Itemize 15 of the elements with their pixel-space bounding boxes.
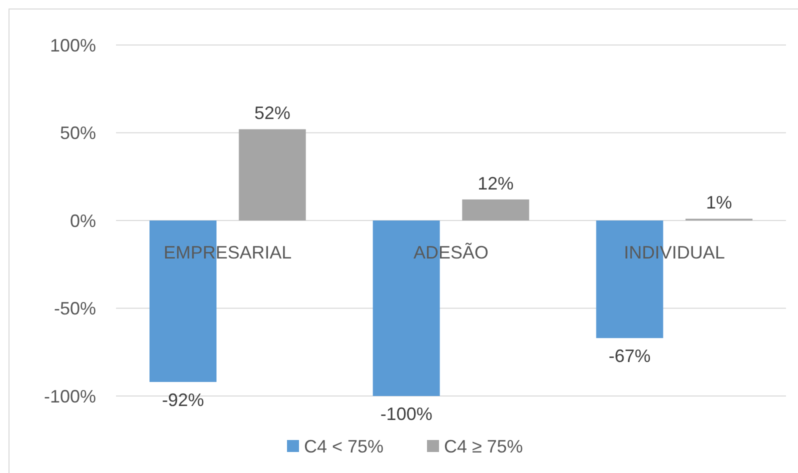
bar	[462, 199, 530, 220]
bar	[238, 129, 306, 220]
legend-label: C4 < 75%	[304, 436, 384, 456]
y-tick-label: -100%	[44, 386, 96, 406]
legend-label: C4 ≥ 75%	[444, 436, 523, 456]
data-label: -100%	[380, 404, 432, 424]
y-tick-label: 100%	[50, 35, 96, 56]
data-label: -67%	[608, 346, 651, 366]
y-tick-label: 50%	[60, 123, 96, 144]
data-label: 12%	[478, 173, 514, 194]
data-label: 1%	[706, 192, 732, 213]
y-tick-label: 0%	[70, 210, 96, 231]
data-label: -92%	[162, 390, 204, 410]
data-label: 52%	[254, 103, 290, 124]
y-tick-label: -50%	[54, 298, 96, 319]
